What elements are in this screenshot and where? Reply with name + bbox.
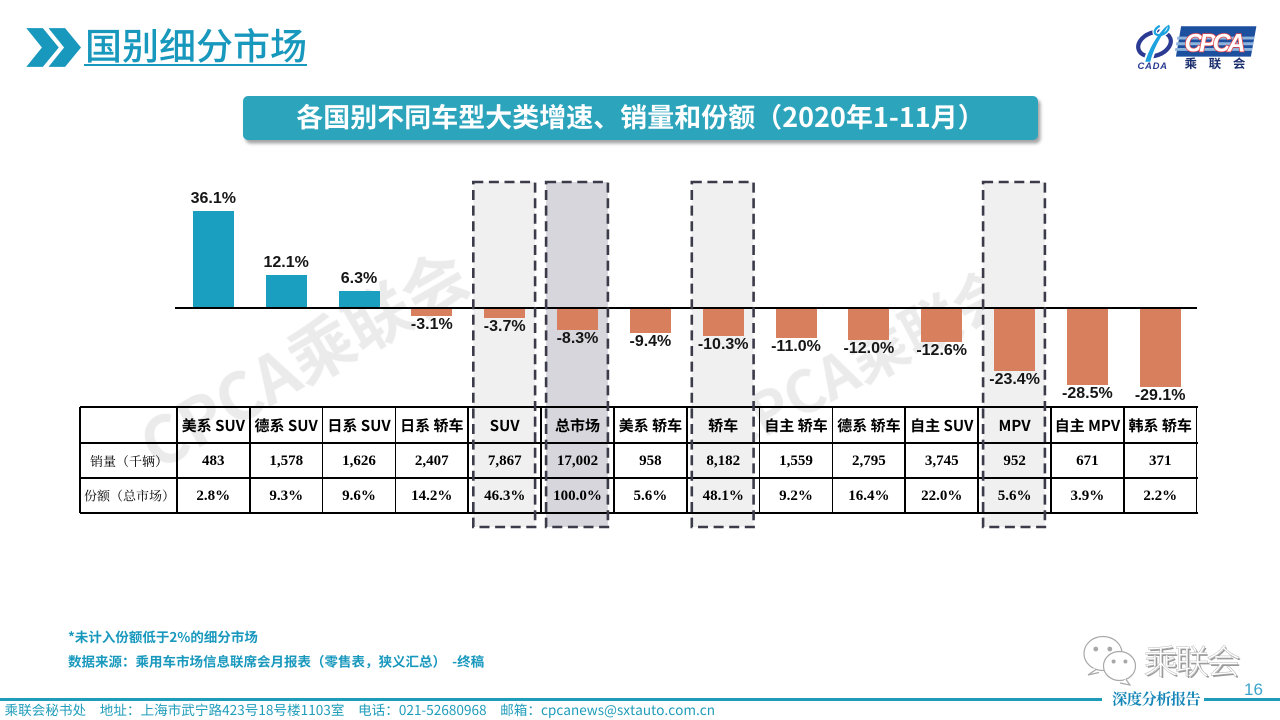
svg-text:CPCA: CPCA <box>1185 30 1246 58</box>
svg-text:CADA: CADA <box>1138 61 1168 72</box>
